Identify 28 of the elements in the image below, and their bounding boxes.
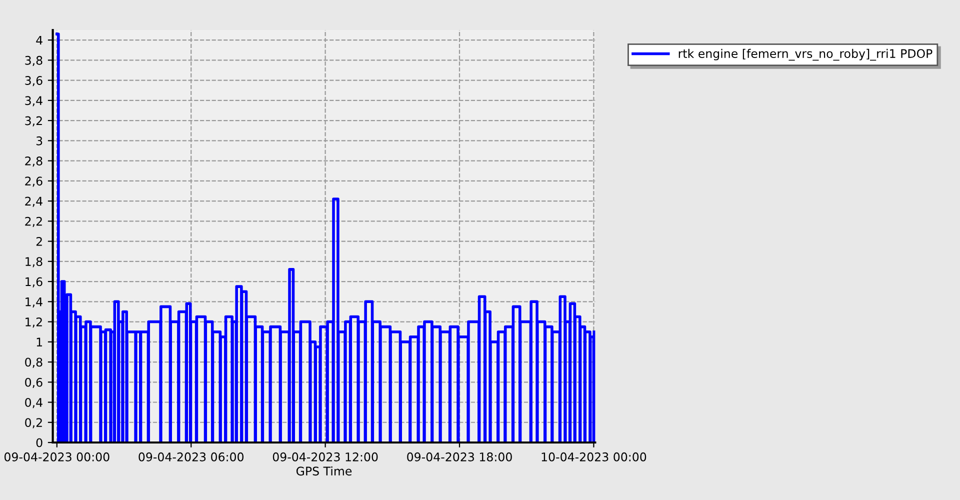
y-tick-label: 1,2 [26, 317, 42, 328]
y-tick-label: 0 [36, 438, 42, 448]
y-tick-label: 1,6 [26, 277, 42, 288]
y-tick-label: 1,4 [26, 298, 42, 308]
y-tick-label: 0,4 [25, 398, 42, 408]
y-tick-label: 1,8 [26, 257, 42, 268]
y-tick-label: 2,4 [25, 196, 42, 207]
x-tick-label: 09-04-2023 18:00 [407, 452, 512, 462]
y-tick-label: 3,6 [25, 76, 42, 86]
x-tick-label: 09-04-2023 00:00 [4, 452, 110, 462]
y-tick-label: 2,8 [25, 156, 42, 167]
y-tick-label: 2,2 [25, 216, 42, 228]
y-tick-label: 1 [36, 338, 42, 346]
y-tick-label: 3 [36, 136, 42, 146]
x-tick-label: 09-04-2023 12:00 [272, 452, 378, 462]
x-tick-label: 10-04-2023 00:00 [542, 452, 646, 462]
y-tick-label: 3,8 [25, 56, 42, 66]
x-tick-label: 09-04-2023 06:00 [138, 452, 244, 462]
y-tick-label: 0,6 [25, 378, 42, 388]
x-axis-title: GPS Time [296, 466, 352, 476]
y-tick-label: 0,8 [25, 358, 42, 368]
y-tick-label: 2,6 [25, 176, 42, 187]
y-tick-label: 0,2 [25, 418, 42, 428]
y-tick-label: 4 [36, 36, 42, 45]
y-tick-label: 2 [36, 237, 42, 246]
legend-label: rtk engine [femern_vrs_no_roby]_rri1 PDOP [678, 48, 932, 61]
y-tick-label: 3,2 [25, 116, 42, 126]
y-tick-label: 3,4 [25, 96, 42, 106]
